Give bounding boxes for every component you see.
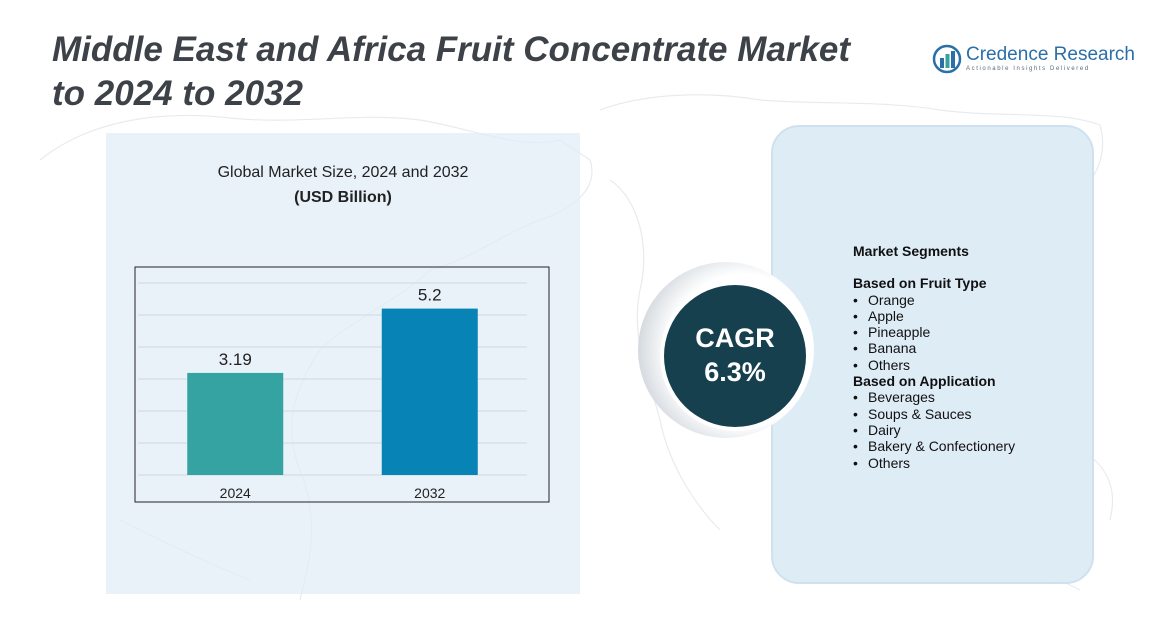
plot-frame	[134, 266, 550, 503]
title-line-1: Middle East and Africa Fruit Concentrate…	[52, 30, 851, 69]
segment-item: Dairy	[853, 422, 1015, 439]
cagr-value: 6.3%	[704, 357, 766, 387]
segment-item: Soups & Sauces	[853, 406, 1015, 423]
tick-label: 2024	[220, 485, 251, 501]
market-segments: Market Segments Based on Fruit Type Oran…	[853, 243, 1015, 471]
segment-group-title: Based on Application	[853, 373, 996, 390]
bar	[187, 372, 284, 475]
cagr-badge: CAGR 6.3%	[664, 285, 806, 427]
bar	[381, 308, 478, 475]
segment-item: Bakery & Confectionery	[853, 438, 1015, 455]
segment-item: Others	[853, 357, 1015, 374]
data-label: 3.19	[219, 350, 252, 369]
tick-label: 2032	[414, 485, 445, 501]
chart-title: Global Market Size, 2024 and 2032	[217, 164, 469, 181]
segment-item: Banana	[853, 340, 1015, 357]
segment-item: Orange	[853, 292, 1015, 309]
segment-item: Others	[853, 455, 1015, 472]
segment-item: Apple	[853, 308, 1015, 325]
logo-tagline: Actionable Insights Delivered	[966, 66, 1090, 72]
segment-item: Pineapple	[853, 324, 1015, 341]
bar-chart-logo-icon	[932, 44, 962, 74]
segment-group-title: Based on Fruit Type	[853, 275, 987, 292]
cagr-label: CAGR	[695, 323, 775, 353]
title-line-2: to 2024 to 2032	[52, 74, 303, 113]
brand-logo: Credence Research Actionable Insights De…	[932, 42, 1135, 78]
logo-name: Credence Research	[966, 44, 1135, 65]
page-title: Middle East and Africa Fruit Concentrate…	[52, 28, 850, 116]
chart-panel	[106, 133, 580, 594]
segment-item: Beverages	[853, 389, 1015, 406]
segments-heading: Market Segments	[853, 243, 969, 259]
chart-subtitle: (USD Billion)	[294, 189, 392, 206]
data-label: 5.2	[418, 286, 442, 305]
